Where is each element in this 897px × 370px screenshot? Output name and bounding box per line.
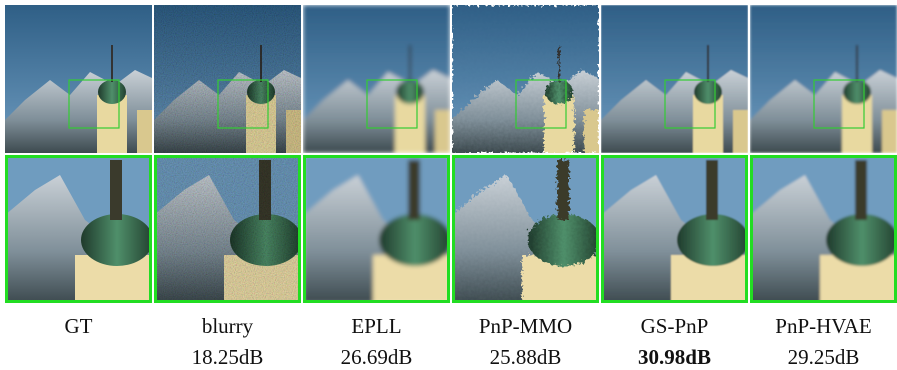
zoom <box>750 155 897 303</box>
spire <box>408 160 420 220</box>
spire <box>259 160 271 220</box>
thumbnail <box>303 5 450 153</box>
dome <box>528 214 600 266</box>
dome <box>98 80 126 104</box>
side-tower <box>137 110 152 153</box>
psnr-label: 26.69dB <box>341 345 413 369</box>
zoom <box>303 155 451 303</box>
zoom-content <box>452 155 600 303</box>
dome <box>826 214 897 266</box>
thumbnail <box>452 5 599 153</box>
thumbnail-content <box>5 5 152 153</box>
zoom-content <box>303 155 451 303</box>
zoom <box>154 155 302 303</box>
method-label: GT <box>65 314 93 338</box>
thumbnail-content <box>303 5 450 153</box>
side-tower <box>733 110 748 153</box>
method-label: PnP-HVAE <box>775 314 871 338</box>
zoom <box>5 155 153 303</box>
side-tower <box>882 110 897 153</box>
dome <box>545 80 573 104</box>
method-label: GS-PnP <box>641 314 709 338</box>
zoom-content <box>5 155 153 303</box>
dome <box>694 80 722 104</box>
psnr-label: 25.88dB <box>490 345 562 369</box>
zoom <box>452 155 600 303</box>
thumbnail-content <box>452 5 599 153</box>
dome <box>843 80 871 104</box>
thumbnail-content <box>601 5 748 153</box>
figure-canvas: GT blurry 18.25dB EPLL 26.69dB PnP-MMO 25.88dB… <box>0 0 897 370</box>
psnr-label: 29.25dB <box>788 345 860 369</box>
zoom-content <box>750 155 897 303</box>
thumbnail <box>154 5 301 153</box>
thumbnail <box>750 5 897 153</box>
dome <box>379 214 451 266</box>
spire <box>557 160 569 220</box>
thumbnail-content <box>154 5 301 153</box>
thumbnail <box>601 5 748 153</box>
dome <box>247 80 275 104</box>
thumbnail-content <box>750 5 897 153</box>
method-label: PnP-MMO <box>479 314 572 338</box>
side-tower <box>286 110 301 153</box>
spire <box>110 160 122 220</box>
zoom-content <box>601 155 749 303</box>
thumbnail <box>5 5 152 153</box>
side-tower <box>435 110 450 153</box>
spire <box>706 160 718 220</box>
side-tower <box>584 110 599 153</box>
dome <box>230 214 302 266</box>
zoom <box>601 155 749 303</box>
dome <box>677 214 749 266</box>
figure: GT blurry 18.25dB EPLL 26.69dB PnP-MMO 25.88dB… <box>0 0 897 370</box>
method-label: blurry <box>202 314 254 338</box>
psnr-label: 30.98dB <box>638 345 711 369</box>
psnr-label: 18.25dB <box>192 345 264 369</box>
spire <box>855 160 867 220</box>
method-label: EPLL <box>351 314 401 338</box>
dome <box>81 214 153 266</box>
zoom-content <box>154 155 302 303</box>
dome <box>396 80 424 104</box>
